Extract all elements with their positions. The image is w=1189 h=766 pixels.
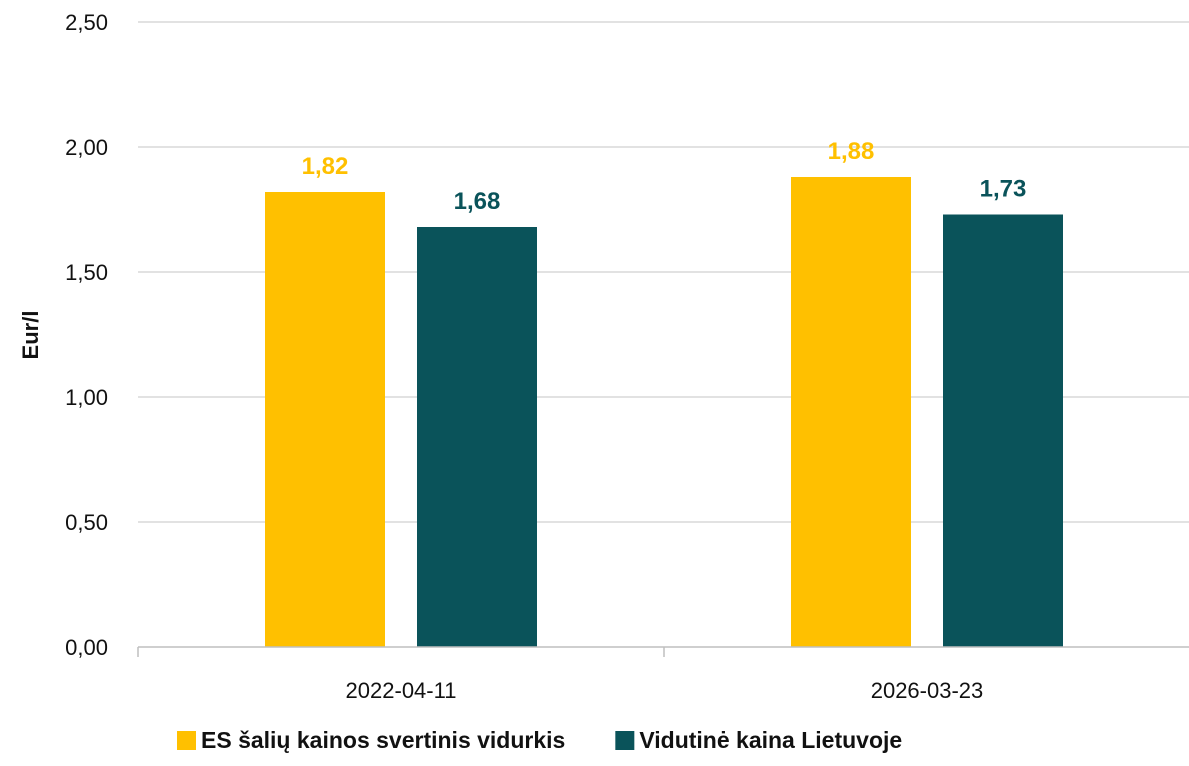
data-label: 1,73	[980, 176, 1027, 203]
bar	[943, 214, 1063, 647]
bars	[265, 177, 1063, 647]
data-label: 1,68	[454, 188, 501, 215]
y-tick-label: 1,50	[65, 260, 108, 285]
legend-label: Vidutinė kaina Lietuvoje	[639, 727, 902, 753]
y-tick-label: 0,50	[65, 510, 108, 535]
data-label: 1,88	[828, 138, 875, 165]
y-axis-label: Eur/l	[18, 311, 43, 360]
data-label: 1,82	[302, 153, 349, 180]
y-tick-label: 1,00	[65, 385, 108, 410]
y-tick-label: 2,00	[65, 135, 108, 160]
x-axis: 2022-04-11 2026-03-23	[137, 646, 1189, 703]
legend-swatch	[177, 731, 196, 750]
y-tick-label: 2,50	[65, 10, 108, 35]
bar	[417, 227, 537, 647]
legend-swatch	[615, 731, 635, 750]
x-tick-label: 2026-03-23	[871, 678, 984, 703]
data-labels: 1,82 1,68 1,88 1,73	[302, 138, 1027, 215]
legend: ES šalių kainos svertinis vidurkis Viduti…	[177, 727, 902, 753]
y-axis-ticks: 0,00 0,50 1,00 1,50 2,00 2,50	[65, 10, 108, 660]
legend-label: ES šalių kainos svertinis vidurkis	[201, 727, 565, 753]
y-tick-label: 0,00	[65, 635, 108, 660]
x-tick-label: 2022-04-11	[346, 678, 457, 703]
bar	[265, 192, 385, 647]
bar	[791, 177, 911, 647]
